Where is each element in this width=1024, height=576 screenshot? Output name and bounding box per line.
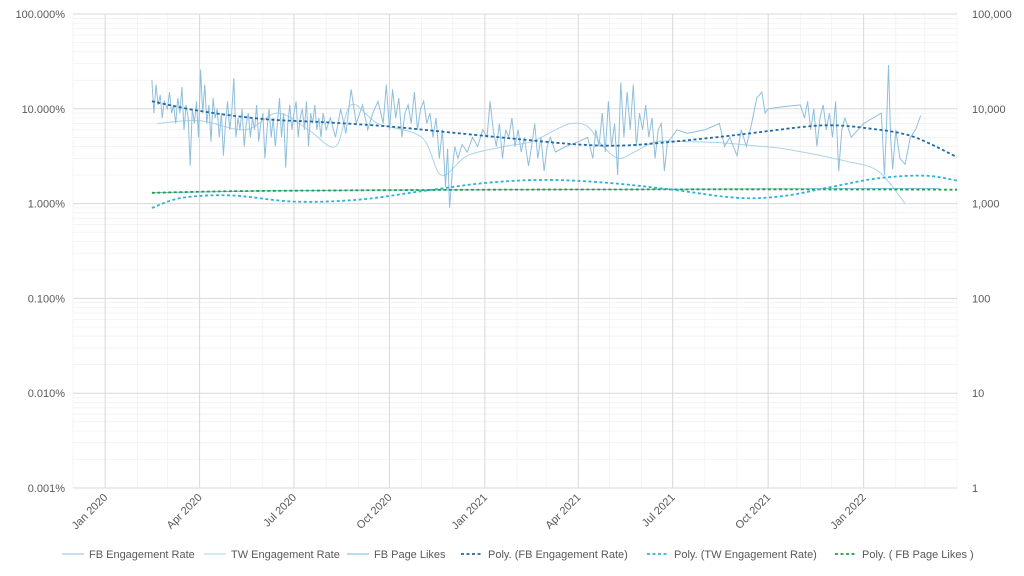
y-right-tick-label: 100 (972, 293, 990, 305)
y-left-tick-label: 10.000% (22, 104, 66, 116)
y-left-tick-label: 0.001% (28, 483, 66, 495)
x-tick-label: Jan 2020 (70, 492, 110, 532)
y-left-tick-label: 0.100% (28, 293, 66, 305)
y-right-tick-label: 10 (972, 388, 984, 400)
right-axis: 1 10 100 1,000 10,000 100,000 (972, 9, 1012, 495)
x-tick-label: Jul 2021 (640, 492, 678, 530)
y-left-tick-label: 1.000% (28, 199, 66, 211)
y-right-tick-label: 1 (972, 483, 978, 495)
legend-label: FB Engagement Rate (89, 549, 195, 561)
x-tick-label: Jan 2022 (828, 492, 868, 532)
series-line-poly-fb-engagement-rate (151, 100, 958, 158)
y-left-tick-label: 100.000% (15, 9, 65, 21)
y-right-tick-label: 1,000 (972, 199, 1000, 211)
series-line-fb-page-likes (151, 188, 940, 194)
legend-label: Poly. (FB Engagement Rate) (488, 549, 628, 561)
legend-label: FB Page Likes (374, 549, 446, 561)
y-left-tick-label: 0.010% (28, 388, 66, 400)
legend: FB Engagement Rate TW Engagement Rate FB P… (62, 549, 974, 561)
left-axis: 0.001% 0.010% 0.100% 1.000% 10.000% 100.000% (15, 9, 65, 495)
series-line-tw-engagement-rate (156, 103, 906, 204)
x-tick-label: Oct 2021 (733, 492, 773, 532)
series-layer (151, 64, 958, 209)
legend-label: Poly. (TW Engagement Rate) (674, 549, 817, 561)
series-line-fb-engagement-rate (151, 64, 922, 208)
x-tick-label: Apr 2020 (165, 492, 205, 532)
legend-label: Poly. ( FB Page Likes ) (862, 549, 974, 561)
x-axis: Jan 2020 Apr 2020 Jul 2020 Oct 2020 Jan 2021… (70, 487, 957, 532)
y-right-tick-label: 10,000 (972, 104, 1006, 116)
x-tick-label: Apr 2021 (543, 492, 583, 532)
grid-minor (72, 14, 958, 488)
legend-label: TW Engagement Rate (231, 549, 340, 561)
series-line-poly-tw-engagement-rate (151, 174, 958, 209)
x-tick-label: Jan 2021 (450, 492, 490, 532)
x-tick-label: Jul 2020 (261, 492, 299, 530)
grid-major (73, 13, 957, 489)
x-tick-label: Oct 2020 (355, 492, 395, 532)
series-line-poly-fb-page-likes (151, 188, 958, 194)
y-right-tick-label: 100,000 (972, 9, 1012, 21)
